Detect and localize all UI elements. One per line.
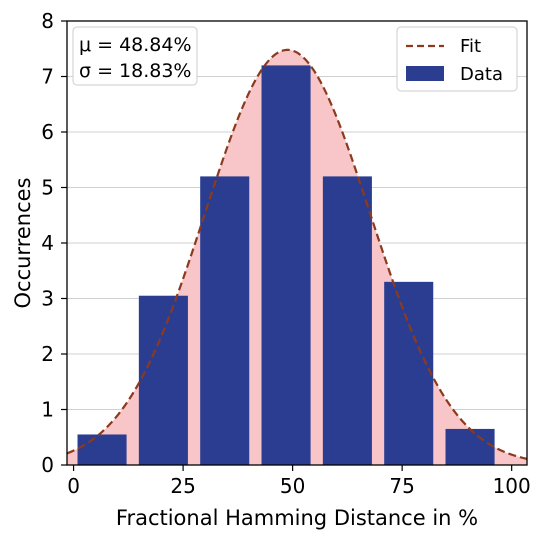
x-tick-label-75: 75 bbox=[389, 474, 414, 498]
y-tick-label-1: 1 bbox=[41, 398, 54, 422]
bar-6 bbox=[445, 428, 495, 465]
y-tick-label-5: 5 bbox=[41, 176, 54, 200]
bar-0 bbox=[77, 434, 127, 465]
y-tick-label-0: 0 bbox=[41, 453, 54, 477]
x-tick-label-50: 50 bbox=[280, 474, 305, 498]
y-tick-label-3: 3 bbox=[41, 287, 54, 311]
bars bbox=[77, 65, 495, 466]
stat-mu: μ = 48.84% bbox=[79, 34, 192, 56]
bar-3 bbox=[261, 65, 311, 466]
legend-data-label: Data bbox=[460, 64, 503, 85]
x-tick-label-0: 0 bbox=[67, 474, 80, 498]
legend: Fit Data bbox=[396, 26, 518, 92]
legend-fit-label: Fit bbox=[460, 36, 481, 57]
x-tick-label-25: 25 bbox=[170, 474, 195, 498]
y-tick-label-6: 6 bbox=[41, 120, 54, 144]
y-tick-label-4: 4 bbox=[41, 231, 54, 255]
bar-5 bbox=[384, 281, 434, 465]
y-axis-label: Occurrences bbox=[11, 177, 35, 308]
bar-1 bbox=[138, 295, 188, 465]
legend-data-swatch bbox=[406, 66, 444, 81]
axis-ticks: 0 25 50 75 100 0 1 2 3 4 5 6 7 8 bbox=[41, 9, 530, 498]
stats-annotation: μ = 48.84% σ = 18.83% bbox=[72, 26, 198, 86]
bar-2 bbox=[200, 176, 250, 465]
y-tick-label-8: 8 bbox=[41, 9, 54, 33]
y-tick-label-2: 2 bbox=[41, 342, 54, 366]
fit-curve bbox=[66, 48, 528, 460]
x-tick-label-100: 100 bbox=[493, 474, 531, 498]
y-tick-label-7: 7 bbox=[41, 65, 54, 89]
stats-annotation-box bbox=[72, 26, 198, 86]
x-axis-label: Fractional Hamming Distance in % bbox=[116, 506, 478, 530]
bar-4 bbox=[322, 176, 372, 465]
stat-sigma: σ = 18.83% bbox=[79, 60, 192, 82]
